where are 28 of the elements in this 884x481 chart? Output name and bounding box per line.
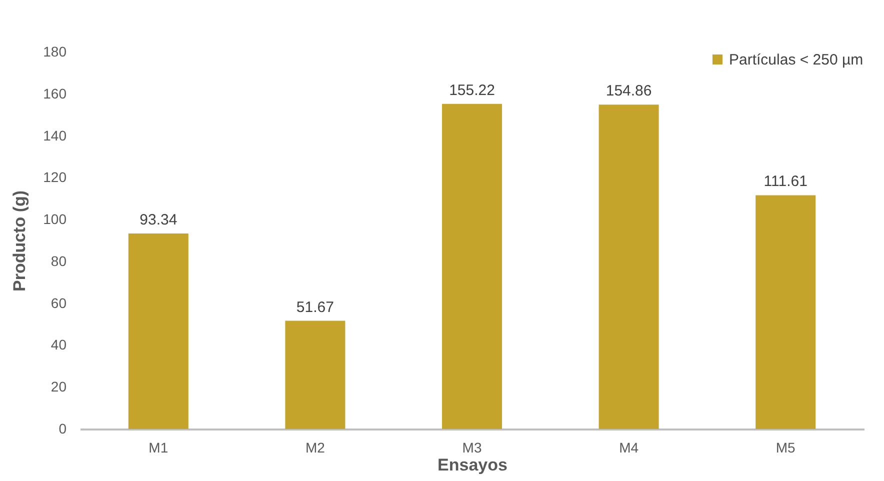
y-tick-label: 80 bbox=[50, 252, 67, 269]
legend-label: Partículas < 250 µm bbox=[729, 52, 864, 68]
x-tick-label: M5 bbox=[776, 440, 796, 456]
bar bbox=[442, 104, 502, 429]
y-tick-label: 140 bbox=[43, 127, 67, 144]
x-tick-label: M2 bbox=[305, 440, 326, 456]
y-tick-label: 180 bbox=[43, 44, 67, 60]
x-tick-label: M3 bbox=[462, 440, 482, 456]
y-tick-label: 20 bbox=[50, 378, 67, 395]
data-label: 154.86 bbox=[606, 82, 652, 100]
data-label: 93.34 bbox=[140, 212, 178, 229]
x-tick-label: M1 bbox=[148, 440, 168, 456]
data-label: 51.67 bbox=[296, 298, 334, 316]
y-tick-label: 40 bbox=[50, 336, 67, 353]
bar bbox=[598, 104, 659, 429]
bar bbox=[756, 195, 816, 429]
y-tick-label: 0 bbox=[58, 420, 67, 436]
data-label: 155.22 bbox=[449, 82, 495, 99]
x-tick-label: M4 bbox=[619, 440, 639, 456]
y-tick-label: 60 bbox=[50, 294, 67, 311]
bar bbox=[285, 320, 346, 429]
y-axis-title: Producto (g) bbox=[10, 190, 30, 292]
x-axis-title: Ensayos bbox=[438, 456, 508, 474]
data-label: 111.61 bbox=[764, 173, 808, 190]
y-tick-label: 160 bbox=[43, 85, 67, 102]
y-tick-label: 100 bbox=[43, 211, 67, 228]
bar bbox=[128, 234, 188, 429]
y-tick-label: 120 bbox=[43, 169, 67, 186]
